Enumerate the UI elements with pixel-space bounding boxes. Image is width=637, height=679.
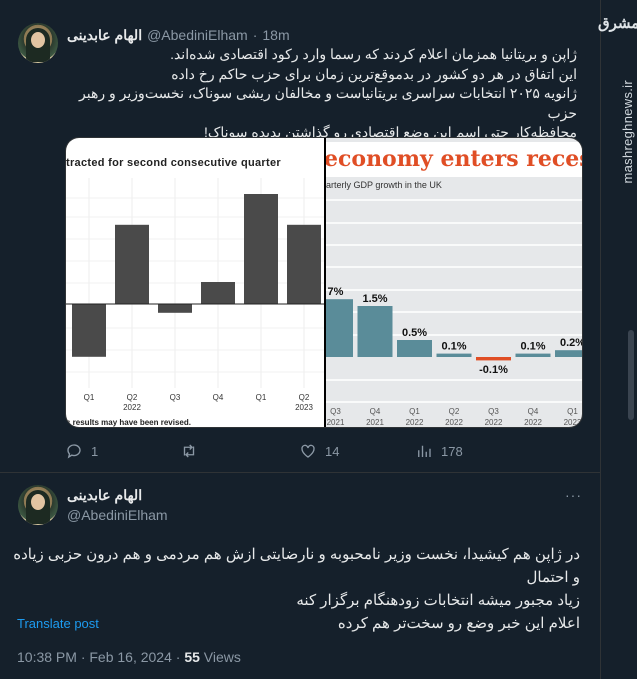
display-name[interactable]: الهام عابدینی <box>67 487 143 503</box>
data-label: 0.1% <box>520 341 545 353</box>
x-tick-year: 2023 <box>295 403 313 412</box>
views-count: 55 <box>184 649 200 665</box>
x-tick-label: Q3 <box>488 407 499 416</box>
bar <box>72 304 106 357</box>
tweet-media[interactable]: tracted for second consecutive quarter Q… <box>65 137 583 428</box>
data-label: 0.2% <box>560 337 583 349</box>
avatar[interactable] <box>18 485 58 525</box>
data-label: 0.5% <box>402 327 427 339</box>
text-line: این اتفاق در هر دو کشور در بدموقع‌ترین ز… <box>171 65 577 82</box>
text-line: زیاد مجبور میشه انتخابات زودهنگام برگزار… <box>296 592 580 609</box>
japan-gdp-chart-image[interactable]: tracted for second consecutive quarter Q… <box>66 138 324 427</box>
text-line: ژاپن و بریتانیا همزمان اعلام کردند که رس… <box>170 46 577 62</box>
column-border <box>600 0 601 679</box>
reply-button[interactable]: 1 <box>65 442 98 460</box>
data-label: 1.5% <box>362 293 387 305</box>
bar <box>201 282 235 304</box>
x-tick-label: Q3 <box>170 393 181 402</box>
views-label: Views <box>199 649 241 665</box>
left-chart-title: tracted for second consecutive quarter <box>66 157 281 169</box>
display-name[interactable]: الهام عابدینی <box>67 27 143 43</box>
watermark-site: mashreghnews.ir <box>620 80 635 184</box>
like-button[interactable]: 14 <box>299 442 339 460</box>
uk-gdp-chart-image[interactable]: economy enters reces arterly GDP growth … <box>326 138 583 427</box>
x-tick-label: Q4 <box>370 407 381 416</box>
x-tick-label: Q4 <box>213 393 224 402</box>
bar <box>397 340 432 357</box>
tweet-text: ژاپن و بریتانیا همزمان اعلام کردند که رس… <box>57 45 577 143</box>
x-tick-year: 2023 <box>564 418 582 427</box>
translate-post-link[interactable]: Translate post <box>17 616 99 631</box>
x-tick-year: 2022 <box>406 418 424 427</box>
x-tick-year: 2022 <box>485 418 503 427</box>
repost-button[interactable] <box>180 442 198 460</box>
data-label: 7% <box>328 286 344 298</box>
left-chart-footnote: s results may have been revised. <box>66 418 191 427</box>
right-chart-title: economy enters reces <box>326 142 582 177</box>
avatar[interactable] <box>18 23 58 63</box>
text-line: محافظه‌کار حتی اسم این وضع اقتصادی رو گذ… <box>203 124 577 140</box>
text-line: در ژاپن هم کیشیدا، نخست وزیر نامحبوبه و … <box>13 546 580 586</box>
post-timestamp: 10:38 PM · Feb 16, 2024 · 55 Views <box>17 649 241 665</box>
handle[interactable]: @AbediniElham <box>67 507 168 523</box>
data-label: 0.1% <box>441 341 466 353</box>
bar <box>515 353 551 357</box>
bar <box>287 224 321 304</box>
data-label: -0.1% <box>479 364 508 376</box>
bar <box>357 306 393 357</box>
x-tick-label: Q2 <box>127 393 138 402</box>
timestamp[interactable]: 18m <box>262 27 290 43</box>
tweet-text: در ژاپن هم کیشیدا، نخست وزیر نامحبوبه و … <box>10 543 580 635</box>
bar <box>115 224 149 304</box>
x-tick-label: Q1 <box>84 393 95 402</box>
x-tick-year: 2022 <box>524 418 542 427</box>
x-tick-label: Q1 <box>256 393 267 402</box>
bar <box>244 194 278 304</box>
timestamp-link[interactable]: 10:38 PM · Feb 16, 2024 · <box>17 649 185 665</box>
views-icon <box>418 445 431 457</box>
watermark-logo: مشرق <box>598 15 637 32</box>
more-options-icon[interactable]: ··· <box>565 487 582 503</box>
bar <box>555 350 582 357</box>
bar <box>476 357 511 361</box>
view-count: 178 <box>441 443 463 459</box>
x-tick-year: 2022 <box>123 403 141 412</box>
reply-count: 1 <box>91 443 99 459</box>
heart-icon <box>301 444 315 458</box>
bar <box>326 299 353 357</box>
x-tick-year: 2022 <box>445 418 463 427</box>
scrollbar[interactable] <box>628 330 634 420</box>
tweet-actions: 1 14 178 <box>65 442 485 462</box>
x-tick-year: 2021 <box>327 418 345 427</box>
divider <box>0 472 600 473</box>
x-tick-label: Q2 <box>299 393 310 402</box>
text-line: ژانویه ۲۰۲۵ انتخابات سراسری بریتانیاست و… <box>79 85 577 121</box>
right-chart-plot: 7% Q3 2021 1.5% Q4 2021 0.5% Q1 2022 0.1% Q2 2022 -0… <box>326 199 583 427</box>
x-tick-label: Q3 <box>330 407 341 416</box>
like-count: 14 <box>325 443 340 459</box>
tweet-header: الهام عابدینی @AbediniElham · 18m <box>67 27 290 43</box>
handle[interactable]: @AbediniElham <box>147 27 248 43</box>
x-tick-label: Q1 <box>409 407 420 416</box>
x-tick-label: Q4 <box>528 407 539 416</box>
views-button[interactable]: 178 <box>415 442 463 460</box>
right-chart-subtitle: arterly GDP growth in the UK <box>326 180 442 190</box>
bar <box>158 304 192 313</box>
text-line: اعلام این خبر وضع رو سخت‌تر هم کرده <box>337 615 580 632</box>
reply-icon <box>67 444 81 459</box>
x-tick-label: Q2 <box>449 407 460 416</box>
bar <box>436 353 472 357</box>
repost-icon <box>183 444 195 458</box>
x-tick-label: Q1 <box>567 407 578 416</box>
x-tick-year: 2021 <box>366 418 384 427</box>
